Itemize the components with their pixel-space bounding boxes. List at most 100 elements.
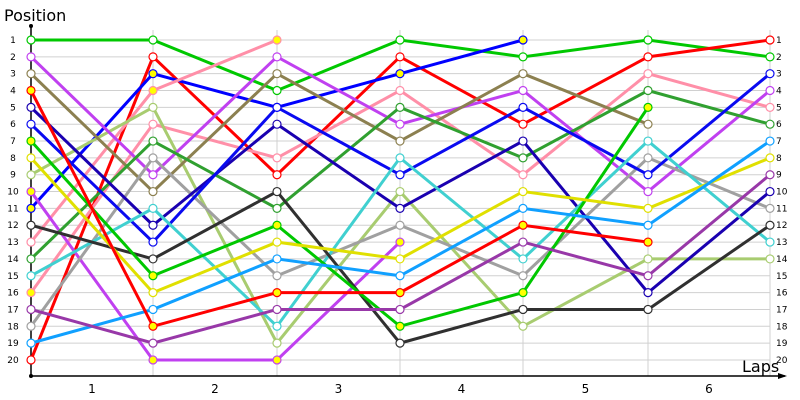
y-tick-label: 13 <box>7 238 18 248</box>
data-point-marker <box>26 254 36 264</box>
data-point-marker <box>395 288 405 298</box>
y-axis-title: Position <box>4 6 66 25</box>
data-point-marker <box>765 254 775 264</box>
data-point-marker <box>272 304 282 315</box>
y-tick-label: 16 <box>7 289 19 299</box>
data-point-marker <box>272 237 282 247</box>
data-point-marker <box>395 69 405 79</box>
axis-labels: PositionLaps1234567891011121314151617181… <box>4 6 788 396</box>
data-point-marker <box>148 52 158 62</box>
data-point-marker <box>148 271 158 281</box>
data-point-marker <box>765 119 775 129</box>
right-position-label: 14 <box>776 255 788 265</box>
data-point-marker <box>148 237 158 247</box>
data-point-marker <box>395 220 405 230</box>
data-point-marker <box>643 288 653 298</box>
data-point-marker <box>765 170 775 180</box>
series-line-red-b <box>29 89 649 329</box>
data-point-marker <box>518 69 528 79</box>
data-point-marker <box>765 69 775 79</box>
data-point-marker <box>518 220 528 230</box>
data-point-marker <box>395 85 405 96</box>
right-position-label: 20 <box>776 356 788 366</box>
y-tick-label: 7 <box>10 137 16 147</box>
data-point-marker <box>518 170 528 180</box>
data-point-marker <box>643 119 653 129</box>
axes <box>29 24 787 379</box>
data-point-marker <box>765 35 775 45</box>
data-point-marker <box>765 102 775 112</box>
data-point-marker <box>148 304 158 315</box>
y-tick-label: 20 <box>7 356 19 366</box>
data-point-marker <box>643 203 653 213</box>
right-position-label: 13 <box>776 238 787 248</box>
y-tick-label: 8 <box>10 154 16 164</box>
data-point-marker <box>643 186 653 197</box>
data-point-marker <box>765 136 775 146</box>
data-point-marker <box>643 220 653 230</box>
data-point-marker <box>272 35 282 45</box>
data-point-marker <box>26 271 36 281</box>
right-position-label: 17 <box>776 305 787 315</box>
data-point-marker <box>272 119 282 129</box>
right-position-label: 11 <box>776 204 787 214</box>
data-point-marker <box>148 85 158 96</box>
data-point-marker <box>518 271 528 281</box>
y-tick-label: 2 <box>10 53 16 63</box>
data-point-marker <box>518 321 528 331</box>
data-point-marker <box>518 203 528 213</box>
lap-label: 3 <box>335 382 343 396</box>
data-point-marker <box>26 321 36 331</box>
data-point-marker <box>518 136 528 146</box>
y-tick-label: 14 <box>7 255 19 265</box>
data-point-marker <box>26 170 36 180</box>
data-point-marker <box>148 102 158 112</box>
data-point-marker <box>272 52 282 62</box>
data-point-marker <box>395 102 405 112</box>
data-point-marker <box>272 338 282 348</box>
data-point-marker <box>272 203 282 213</box>
data-point-marker <box>148 35 158 45</box>
data-point-marker <box>272 271 282 281</box>
data-point-marker <box>765 237 775 247</box>
data-point-marker <box>26 85 36 96</box>
data-point-marker <box>26 69 36 79</box>
data-point-marker <box>395 321 405 331</box>
data-point-marker <box>643 304 653 315</box>
data-point-marker <box>272 186 282 197</box>
y-tick-label: 3 <box>10 70 16 80</box>
right-position-label: 15 <box>776 272 787 282</box>
data-point-marker <box>518 119 528 129</box>
y-tick-label: 11 <box>7 204 18 214</box>
data-point-marker <box>518 254 528 264</box>
data-point-marker <box>272 288 282 298</box>
right-position-label: 10 <box>776 188 788 198</box>
data-point-marker <box>395 271 405 281</box>
lap-label: 5 <box>582 382 590 396</box>
data-point-marker <box>643 69 653 79</box>
data-point-marker <box>395 304 405 315</box>
data-point-marker <box>148 186 158 197</box>
data-point-marker <box>148 338 158 348</box>
right-position-label: 19 <box>776 339 788 349</box>
data-point-marker <box>26 102 36 112</box>
data-point-marker <box>518 102 528 112</box>
right-position-label: 5 <box>776 103 782 113</box>
data-point-marker <box>148 136 158 146</box>
data-point-marker <box>518 186 528 197</box>
right-position-label: 9 <box>776 171 782 181</box>
data-point-marker <box>395 35 405 45</box>
data-point-marker <box>26 203 36 213</box>
data-point-marker <box>395 186 405 197</box>
data-point-marker <box>518 85 528 96</box>
series-lines <box>26 35 775 365</box>
data-point-marker <box>643 271 653 281</box>
data-point-marker <box>643 52 653 62</box>
data-point-marker <box>395 170 405 180</box>
data-point-marker <box>643 153 653 163</box>
data-point-marker <box>395 153 405 163</box>
data-point-marker <box>395 237 405 247</box>
data-point-marker <box>272 355 282 365</box>
lap-label: 6 <box>705 382 713 396</box>
